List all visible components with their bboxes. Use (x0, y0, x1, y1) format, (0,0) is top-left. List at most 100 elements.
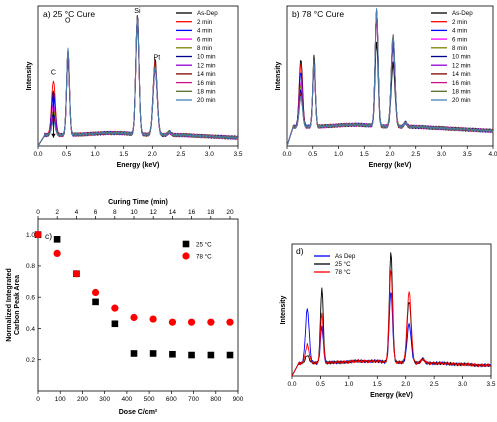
x-axis-title: Dose C/cm² (119, 409, 158, 416)
y-axis-title: Intensity (275, 62, 282, 91)
legend-label: 78 °C (196, 253, 212, 260)
x-tick-label: 500 (144, 396, 155, 403)
legend-label: 4 min (452, 28, 468, 35)
legend-label: 12 min (452, 62, 471, 69)
legend-label: 14 min (452, 71, 471, 78)
x-tick-label: 0.5 (62, 151, 71, 158)
top-x-tick-label: 4 (75, 209, 79, 216)
x-axis-title: Energy (keV) (369, 162, 412, 169)
legend-label: 25 °C (196, 241, 212, 248)
data-point-circle (130, 313, 138, 322)
top-x-tick-label: 0 (36, 209, 40, 216)
legend-label: 2 min (197, 19, 213, 26)
legend-label: 10 min (197, 54, 216, 61)
data-point-circle (53, 249, 61, 257)
legend-label: 25 °C (335, 261, 351, 268)
legend-label: 16 min (197, 80, 216, 87)
panel-label: a) 25 °C Cure (43, 9, 95, 19)
x-tick-label: 300 (99, 396, 110, 403)
legend-label: 18 min (197, 89, 216, 96)
x-tick-label: 0 (36, 396, 40, 403)
legend-swatch (182, 240, 190, 248)
legend: 25 °C 78 °C (182, 240, 212, 260)
top-x-tick-label: 12 (150, 209, 158, 216)
data-point-square (169, 350, 176, 358)
data-point-circle (91, 288, 100, 297)
top-x-tick-label: 18 (207, 209, 215, 216)
legend-label: 2 min (452, 19, 468, 26)
panel-b: 0.0 0.5 1.0 1.5 2.0 2.5 3.0 3.5 4.0 Energy (keV) I… (275, 5, 497, 169)
plot-frame (37, 5, 239, 147)
legend-label: 12 min (197, 62, 216, 69)
data-point-square (188, 351, 195, 359)
x-tick-label: 400 (121, 396, 132, 403)
data-point-circle (168, 318, 177, 326)
legend-label: 20 min (197, 97, 216, 104)
y-tick-label: 0.4 (26, 326, 35, 333)
x-tick-label: 900 (233, 396, 244, 403)
legend-label: 8 min (452, 45, 468, 52)
top-x-tick-label: 14 (169, 209, 177, 216)
x-tick-label: 2.0 (385, 151, 394, 158)
legend-label: As-Dep (452, 10, 473, 17)
x-tick-label: 1.0 (91, 151, 100, 158)
legend-label: 6 min (197, 36, 213, 43)
peak-label: O (65, 18, 71, 25)
x-tick-label: 2.5 (176, 151, 185, 158)
peak-label: Pt (154, 55, 161, 62)
y-tick-label: 0.6 (26, 294, 35, 301)
x-tick-label: 2.5 (430, 381, 439, 388)
x-tick-label: 4.0 (488, 151, 497, 158)
peak-label: Si (134, 8, 141, 15)
x-axis-title: Energy (keV) (117, 162, 160, 169)
legend-label: 14 min (197, 71, 216, 78)
legend-label: As-Dep (197, 10, 218, 17)
data-point-square (53, 236, 61, 243)
y-tick-label: 0.8 (26, 263, 35, 270)
y-axis-title: Intensity (280, 296, 287, 325)
data-point-circle (111, 304, 119, 312)
x-tick-label: 2.5 (411, 151, 420, 158)
legend-label: 4 min (197, 28, 213, 35)
data-point-square (130, 350, 138, 357)
arrow-head (51, 133, 56, 138)
legend-label: 16 min (452, 80, 471, 87)
x-tick-label: 3.0 (437, 151, 446, 158)
x-tick-label: 1.5 (373, 381, 382, 388)
top-x-axis-title: Curing Time (min) (108, 199, 168, 206)
x-tick-label: 0.0 (282, 151, 291, 158)
x-tick-label: 700 (188, 396, 199, 403)
data-point-circle (72, 270, 81, 278)
peak-label: C (51, 70, 56, 77)
x-tick-label: 1.0 (334, 151, 343, 158)
x-tick-label: 2.0 (148, 151, 157, 158)
y-axis-title: Normalized Integrated (6, 268, 13, 342)
x-tick-label: 1.5 (119, 151, 128, 158)
plot-frame (37, 218, 239, 392)
y-axis-title: Carbon Peak Area (14, 275, 21, 335)
data-point-square (92, 298, 99, 306)
legend-label: 18 min (452, 89, 471, 96)
data-point-circle (187, 318, 196, 326)
data-point-circle (149, 315, 157, 323)
legend-label: As Dep (335, 253, 356, 260)
x-tick-label: 3.0 (205, 151, 214, 158)
series-line-20-min (37, 18, 239, 147)
panel-label: d) (296, 246, 304, 256)
x-tick-label: 1.0 (344, 381, 353, 388)
legend-label: 8 min (197, 45, 213, 52)
legend-label: 10 min (452, 54, 471, 61)
legend-label: 6 min (452, 36, 468, 43)
x-tick-label: 2.0 (401, 381, 410, 388)
top-x-tick-label: 20 (226, 209, 234, 216)
x-tick-label: 600 (166, 396, 177, 403)
x-tick-label: 0.5 (316, 381, 325, 388)
x-tick-label: 100 (55, 396, 66, 403)
x-axis-title: Energy (keV) (370, 392, 413, 399)
top-x-tick-label: 8 (113, 209, 117, 216)
series-line-20-min (286, 8, 494, 147)
